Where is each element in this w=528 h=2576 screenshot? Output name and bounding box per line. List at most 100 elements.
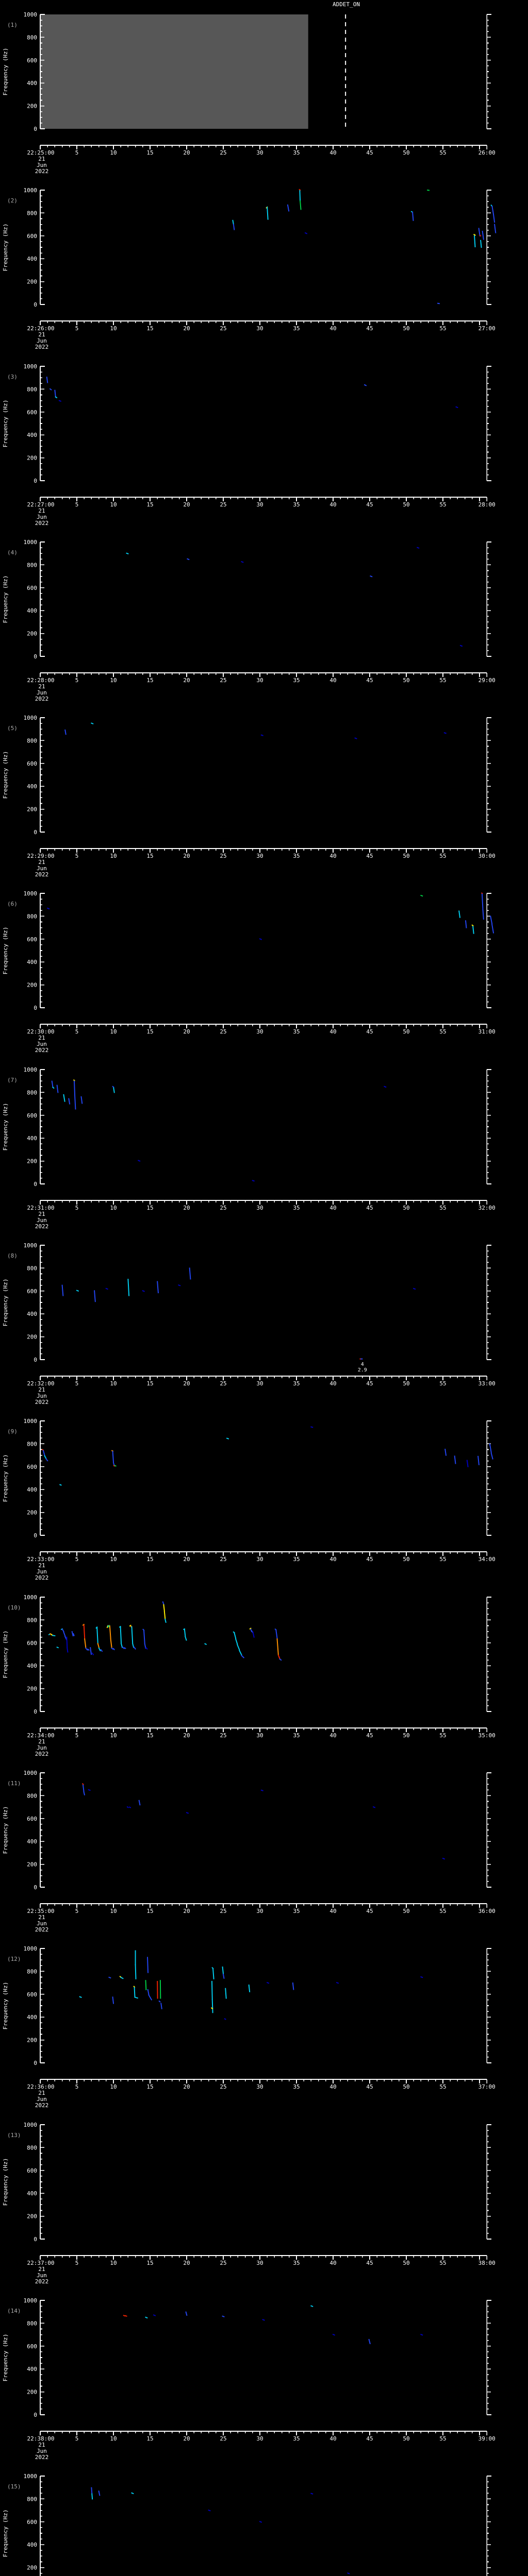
detection-trace (73, 1080, 76, 1095)
y-tick-label: 200 (27, 1510, 37, 1516)
x-tick-label: 15 (146, 1380, 153, 1387)
end-time-label: 26:00 (478, 149, 496, 156)
x-tick-label: 30 (256, 1380, 263, 1387)
detection-trace (491, 206, 494, 215)
x-tick-label: 5 (75, 1028, 79, 1035)
x-tick-label: 30 (256, 853, 263, 859)
spectrogram-panel-13: 0 200 400 600 800 1000 22:37:00 5 10 15 20 25 30 35 40… (2, 2122, 496, 2285)
detection-trace (266, 1981, 270, 1984)
no-data-region (40, 14, 308, 129)
detection-trace (252, 1631, 255, 1638)
detection-trace (260, 1789, 263, 1791)
detection-trace (81, 1783, 84, 1786)
detection-trace (82, 1784, 85, 1792)
panel-index-label: (6) (7, 901, 18, 907)
detection-trace (310, 2305, 314, 2308)
detection-trace (260, 734, 263, 736)
y-tick-label: 200 (27, 2389, 37, 2396)
x-tick-label: 15 (146, 1556, 153, 1563)
x-tick-label: 25 (220, 677, 226, 684)
x-tick-label: 15 (146, 1028, 153, 1035)
date-label: 2022 (35, 1751, 49, 1757)
detection-trace (187, 558, 190, 561)
panel-index-label: (15) (7, 2483, 21, 2490)
start-time-label: 22:29:00 (27, 853, 55, 859)
detection-trace (279, 1658, 282, 1661)
y-tick-label: 400 (27, 80, 37, 87)
detection-trace (131, 2492, 134, 2495)
x-tick-label: 55 (439, 2260, 446, 2266)
detection-trace (442, 1857, 446, 1860)
spectrogram-panel-5: 0 200 400 600 800 1000 22:29:00 5 10 15 20 25 30 35 40… (2, 715, 496, 878)
detection-trace (123, 2315, 126, 2317)
x-tick-label: 50 (403, 1028, 409, 1035)
detection-trace (61, 1284, 64, 1296)
detection-trace (354, 737, 357, 739)
date-label: 21 (38, 331, 45, 338)
end-time-label: 27:00 (478, 325, 496, 332)
x-tick-label: 10 (110, 1732, 117, 1739)
x-tick-label: 45 (366, 1205, 373, 1211)
start-time-label: 22:27:00 (27, 501, 55, 508)
x-tick-label: 20 (183, 1205, 190, 1211)
spectrogram-panel-6: 0 200 400 600 800 1000 22:30:00 5 10 15 20 25 30 35 40… (2, 890, 496, 1054)
y-tick-label: 800 (27, 2496, 37, 2502)
y-tick-label: 400 (27, 2541, 37, 2548)
detection-trace (91, 722, 94, 725)
x-tick-label: 30 (256, 1205, 263, 1211)
date-label: 2022 (35, 1047, 49, 1054)
detection-trace (147, 1989, 150, 1995)
detection-trace (473, 233, 476, 236)
date-label: Jun (37, 1920, 47, 1927)
y-tick-label: 0 (34, 2236, 37, 2243)
panel-index-label: (3) (7, 374, 18, 380)
x-tick-label: 35 (293, 501, 300, 508)
x-tick-label: 20 (183, 1732, 190, 1739)
detection-trace (83, 1624, 86, 1639)
detection-trace (56, 1084, 59, 1093)
y-tick-label: 600 (27, 1816, 37, 1822)
detection-trace (52, 1087, 55, 1089)
y-tick-label: 1000 (24, 1066, 38, 1073)
x-tick-label: 5 (75, 1556, 79, 1563)
y-tick-label: 600 (27, 585, 37, 591)
x-tick-label: 50 (403, 501, 409, 508)
y-tick-label: 200 (27, 2565, 37, 2571)
date-label: 2022 (35, 520, 49, 527)
date-label: Jun (37, 1568, 47, 1575)
y-tick-label: 1000 (24, 11, 38, 18)
x-tick-label: 10 (110, 677, 117, 684)
x-tick-label: 35 (293, 853, 300, 859)
end-time-label: 29:00 (478, 677, 496, 684)
x-tick-label: 20 (183, 1908, 190, 1914)
x-tick-label: 25 (220, 2083, 226, 2090)
x-tick-label: 55 (439, 1028, 446, 1035)
x-tick-label: 50 (403, 677, 409, 684)
y-tick-label: 400 (27, 2190, 37, 2197)
detection-trace (275, 1630, 278, 1639)
detection-trace (71, 1631, 74, 1637)
date-label: Jun (37, 2096, 47, 2103)
x-tick-label: 15 (146, 149, 153, 156)
detection-trace (491, 924, 494, 934)
y-tick-label: 200 (27, 1686, 37, 1692)
detection-trace (225, 1988, 227, 1999)
addet-on-title: ADDET_ON (333, 1, 360, 8)
detection-trace (466, 1460, 469, 1467)
frequency-axis-label: Frequency (Hz) (2, 2334, 9, 2382)
y-tick-label: 800 (27, 2320, 37, 2327)
y-tick-label: 0 (34, 478, 37, 484)
detection-trace (455, 406, 458, 409)
x-tick-label: 20 (183, 853, 190, 859)
y-tick-label: 800 (27, 34, 37, 41)
date-label: 21 (38, 859, 45, 866)
y-tick-label: 0 (34, 653, 37, 660)
spectrogram-panel-10: 0 200 400 600 800 1000 22:34:00 5 10 15 20 25 30 35 40… (2, 1594, 496, 1757)
date-label: Jun (37, 514, 47, 520)
y-tick-label: 800 (27, 1968, 37, 1975)
frequency-axis-label: Frequency (Hz) (2, 2158, 9, 2206)
date-label: Jun (37, 2272, 47, 2279)
spectrogram-panel-11: 0 200 400 600 800 1000 22:35:00 5 10 15 20 25 30 35 40… (2, 1770, 496, 1933)
x-tick-label: 50 (403, 2435, 409, 2442)
start-time-label: 22:36:00 (27, 2083, 55, 2090)
